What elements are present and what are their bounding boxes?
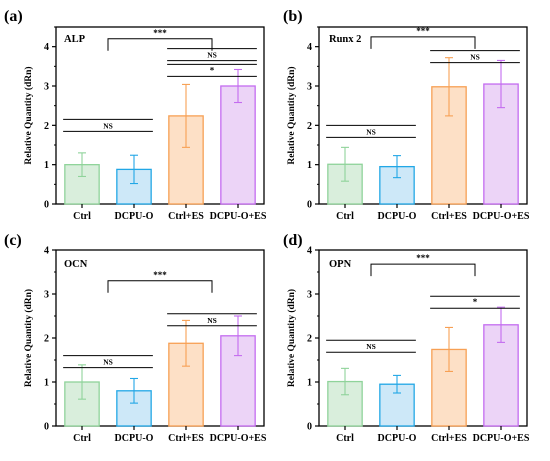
significance-label: NS (207, 316, 217, 325)
panel-c: (c) OCN 0 1 2 3 4 Relative Quantity (dRn) Ctrl… (4, 232, 267, 444)
y-tick-label: 0 (307, 422, 312, 433)
x-tick-label: Ctrl (336, 433, 354, 444)
significance-label: *** (153, 28, 167, 38)
y-tick-label: 0 (307, 200, 312, 211)
panel-letter: (b) (283, 8, 303, 25)
significance-label: *** (153, 270, 167, 280)
panel-d: (d) OPN 0 1 2 3 4 Relative Quantity (dRn) Ctrl… (283, 232, 530, 444)
y-tick-label: 0 (44, 200, 49, 211)
plot-frame (318, 26, 528, 205)
x-tick-label: DCPU-O+ES (473, 211, 530, 222)
y-axis-label: Relative Quantity (dRn) (23, 66, 34, 164)
y-tick-label: 1 (307, 378, 312, 389)
y-tick-label: 2 (44, 121, 49, 132)
x-tick-label: Ctrl+ES (168, 433, 204, 444)
significance-label: NS (207, 51, 217, 60)
bar-dcpu-o-es (220, 85, 256, 205)
gene-label: OCN (64, 259, 88, 270)
gene-label: ALP (64, 34, 86, 45)
significance-label: *** (416, 253, 430, 263)
significance-label: *** (416, 26, 430, 36)
y-tick-label: 1 (44, 160, 49, 171)
significance-bracket (107, 280, 213, 293)
x-tick-label: Ctrl+ES (431, 433, 467, 444)
y-tick-label: 4 (44, 246, 49, 257)
significance-bracket (370, 36, 476, 49)
x-tick-label: DCPU-O (378, 433, 417, 444)
y-tick-label: 1 (307, 160, 312, 171)
x-tick-label: DCPU-O+ES (210, 211, 267, 222)
y-tick-label: 3 (44, 82, 49, 93)
x-tick-label: DCPU-O (378, 211, 417, 222)
gene-label: OPN (329, 259, 352, 270)
y-tick-label: 3 (44, 290, 49, 301)
x-tick-label: Ctrl (73, 433, 91, 444)
significance-label: NS (470, 53, 480, 62)
significance-label: NS (103, 121, 113, 130)
bar-ctrl-es (431, 348, 467, 427)
y-axis-label: Relative Quantity (dRn) (286, 66, 297, 164)
significance-label: NS (103, 358, 113, 367)
x-tick-label: Ctrl+ES (168, 211, 204, 222)
y-tick-label: 1 (44, 378, 49, 389)
y-tick-label: 4 (44, 42, 49, 53)
x-tick-label: Ctrl (336, 211, 354, 222)
y-tick-label: 3 (307, 82, 312, 93)
panel-letter: (d) (283, 232, 303, 249)
significance-label: NS (366, 127, 376, 136)
x-tick-label: DCPU-O+ES (210, 433, 267, 444)
y-tick-label: 3 (307, 290, 312, 301)
significance-bracket (370, 263, 476, 277)
significance-bracket (107, 38, 213, 51)
x-tick-label: DCPU-O (115, 211, 154, 222)
y-axis-label: Relative Quantity (dRn) (286, 289, 297, 387)
x-tick-label: Ctrl+ES (431, 211, 467, 222)
y-axis-label: Relative Quantity (dRn) (23, 289, 34, 387)
plot-frame (55, 26, 265, 205)
y-tick-label: 4 (307, 246, 312, 257)
x-tick-label: DCPU-O (115, 433, 154, 444)
significance-label: * (473, 297, 478, 307)
y-tick-label: 2 (307, 334, 312, 345)
y-tick-label: 4 (307, 42, 312, 53)
y-tick-label: 0 (44, 422, 49, 433)
gene-label: Runx 2 (329, 34, 361, 45)
y-tick-label: 2 (307, 121, 312, 132)
significance-label: NS (366, 342, 376, 351)
panel-letter: (a) (4, 8, 23, 25)
panel-a: (a) ALP 0 1 2 3 4 Relative Quantity (dRn) Ctrl… (4, 8, 267, 222)
x-tick-label: DCPU-O+ES (473, 433, 530, 444)
significance-label: * (210, 65, 215, 75)
panel-letter: (c) (4, 232, 22, 249)
bar-dcpu-o (379, 383, 415, 427)
y-tick-label: 2 (44, 334, 49, 345)
x-tick-label: Ctrl (73, 211, 91, 222)
panel-b: (b) Runx 2 0 1 2 3 4 Relative Quantity (dRn) C… (283, 8, 530, 222)
